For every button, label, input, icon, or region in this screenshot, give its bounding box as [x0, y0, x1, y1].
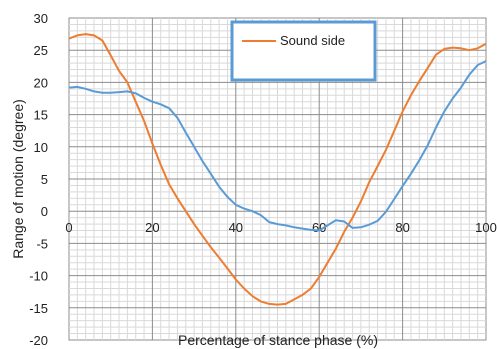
x-tick-label: 60	[312, 220, 326, 235]
y-tick-label: 5	[41, 172, 48, 187]
x-tick-label: 40	[229, 220, 243, 235]
y-tick-label: 15	[34, 108, 48, 123]
y-tick-label: 20	[34, 75, 48, 90]
y-tick-label: -10	[29, 269, 48, 284]
major-grid	[69, 18, 486, 340]
y-tick-label: -20	[29, 333, 48, 348]
y-tick-label: 30	[34, 11, 48, 26]
y-axis-title: Range of motion (degree)	[10, 99, 26, 259]
legend: Sound side	[230, 20, 377, 82]
series-line-0	[68, 33, 487, 306]
series-line-1	[68, 60, 487, 232]
y-tick-label: 0	[41, 204, 48, 219]
x-tick-labels: 0 20 40 60 80 100	[65, 220, 496, 235]
series-lines	[68, 33, 487, 306]
x-tick-label: 80	[395, 220, 409, 235]
legend-box	[230, 20, 377, 82]
x-tick-label: 100	[475, 220, 497, 235]
y-tick-label: -5	[36, 236, 48, 251]
y-tick-label: 25	[34, 43, 48, 58]
x-tick-label: 0	[65, 220, 72, 235]
legend-label-sound-side: Sound side	[280, 33, 345, 48]
y-tick-label: -15	[29, 301, 48, 316]
x-tick-label: 20	[145, 220, 159, 235]
x-axis-title: Percentage of stance phase (%)	[178, 332, 378, 348]
y-tick-label: 10	[34, 140, 48, 155]
y-tick-labels: 30 25 20 15 10 5 0 -5 -10 -15 -20	[29, 11, 48, 348]
